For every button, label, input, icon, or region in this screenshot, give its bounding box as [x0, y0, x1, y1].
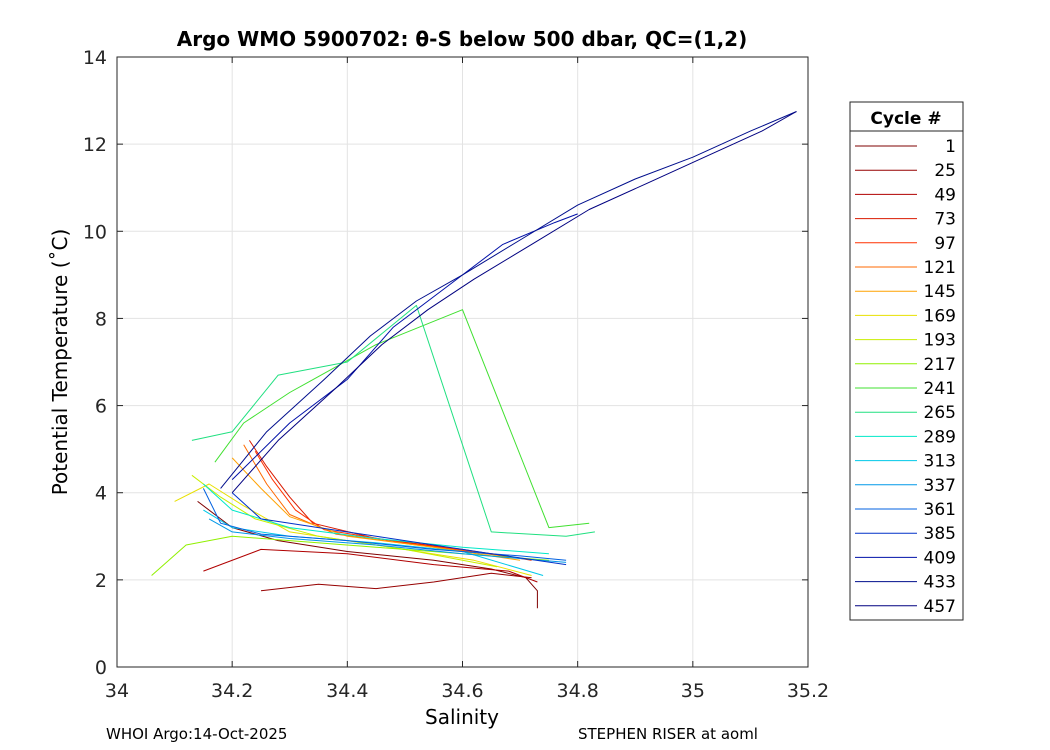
series-line-cycle-385	[231, 492, 567, 566]
footer-date: WHOI Argo:14-Oct-2025	[106, 725, 288, 743]
legend-label: 265	[924, 403, 956, 423]
x-tick-label: 35	[681, 680, 705, 702]
x-tick-label: 34.2	[211, 680, 253, 702]
legend-label: 169	[924, 306, 956, 326]
y-tick-label: 8	[95, 308, 107, 330]
legend-label: 73	[934, 210, 956, 230]
legend-label: 313	[924, 452, 956, 472]
x-tick-label: 35.2	[787, 680, 829, 702]
series-group	[151, 111, 797, 609]
y-tick-label: 4	[95, 483, 107, 505]
series-line-cycle-337	[208, 518, 567, 563]
y-tick-label: 0	[95, 657, 107, 679]
footer-credit: STEPHEN RISER at aoml	[578, 725, 758, 743]
series-line-cycle-193	[191, 474, 498, 568]
x-axis-label: Salinity	[425, 705, 499, 729]
axis-ticks: 34 34.2 34.4 34.6 34.8 35 35.2 0 2 4 6 8 10 12 14	[83, 47, 829, 702]
legend-label: 457	[924, 597, 956, 617]
legend-label: 145	[924, 282, 956, 302]
legend-label: 385	[924, 524, 956, 544]
series-line-cycle-145	[231, 457, 521, 561]
legend-items: 1 25 49 73 97 121 145 169 193 217 241 265 289 313 337 3…	[855, 137, 956, 617]
y-tick-label: 12	[83, 134, 107, 156]
y-tick-label: 2	[95, 570, 107, 592]
legend-label: 121	[924, 258, 956, 278]
legend-label: 193	[924, 331, 956, 351]
legend-label: 217	[924, 355, 956, 375]
y-axis-label: Potential Temperature (˚C)	[48, 229, 72, 496]
legend-label: 241	[924, 379, 956, 399]
y-tick-label: 10	[83, 221, 107, 243]
x-tick-label: 34	[105, 680, 129, 702]
legend-label: 97	[934, 234, 956, 254]
series-line-cycle-265	[191, 304, 595, 537]
legend-label: 25	[934, 161, 956, 181]
legend-title: Cycle #	[870, 109, 941, 129]
legend-label: 49	[934, 185, 956, 205]
legend-label: 433	[924, 573, 956, 593]
legend-label: 1	[945, 137, 956, 157]
series-line-cycle-1	[197, 501, 538, 609]
x-tick-label: 34.4	[326, 680, 368, 702]
y-tick-label: 6	[95, 396, 107, 418]
legend-label: 289	[924, 427, 956, 447]
series-line-cycle-433	[220, 111, 797, 489]
legend-label: 409	[924, 548, 956, 568]
legend-label: 361	[924, 500, 956, 520]
series-line-cycle-241	[214, 309, 590, 529]
series-line-cycle-361	[202, 488, 567, 561]
series-line-cycle-409	[231, 213, 578, 480]
legend-label: 337	[924, 476, 956, 496]
y-tick-label: 14	[83, 47, 107, 69]
series-line-cycle-169	[174, 483, 532, 576]
legend: Cycle # 1 25 49 73 97 121 145 169 193 217 241 265 28…	[849, 101, 964, 621]
series-line-cycle-289	[203, 483, 549, 555]
x-tick-label: 34.6	[441, 680, 483, 702]
x-tick-label: 34.8	[557, 680, 599, 702]
series-line-cycle-25	[260, 572, 532, 592]
series-line-cycle-97	[254, 451, 509, 557]
series-line-cycle-457	[231, 111, 797, 494]
series-line-cycle-49	[203, 548, 538, 583]
chart-title: Argo WMO 5900702: θ-S below 500 dbar, QC…	[177, 27, 747, 51]
